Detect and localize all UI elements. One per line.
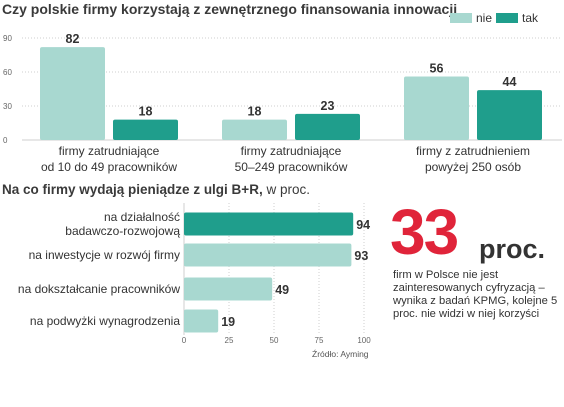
- x-tick-label-1: 25: [225, 336, 234, 345]
- source-note: Źródło: Ayming: [312, 349, 369, 359]
- hbar-value-3: 19: [221, 315, 235, 329]
- category-label-0-1: od 10 do 49 pracowników: [41, 160, 177, 174]
- legend-label-tak: tak: [522, 11, 539, 25]
- hbar-value-2: 49: [275, 283, 289, 297]
- legend-swatch-tak: [496, 13, 518, 23]
- hbar-0: [184, 212, 354, 236]
- hbar-category-label-1-0: na inwestycje w rozwój firmy: [29, 248, 180, 262]
- category-label-1-0: firmy zatrudniające: [241, 144, 342, 158]
- legend-swatch-nie: [450, 13, 472, 23]
- bar-value-tak-2: 44: [503, 75, 517, 89]
- bar-nie-2: [404, 76, 469, 140]
- hbar-value-1: 93: [354, 249, 368, 263]
- x-tick-label-4: 100: [357, 336, 371, 345]
- hbar-category-label-0-1: badawczo-rozwojową: [65, 224, 180, 238]
- hbar-1: [184, 243, 352, 267]
- bar-value-nie-2: 56: [430, 62, 444, 76]
- x-tick-label-3: 75: [315, 336, 324, 345]
- hbar-category-label-0-0: na działalność: [104, 210, 180, 224]
- vertical-bar-chart: 0 30 60 90 82 18 firmy zatrudniające od 10 do 4…: [3, 32, 562, 174]
- y-tick-label-2: 60: [3, 68, 12, 77]
- legend-label-nie: nie: [476, 11, 493, 25]
- category-label-0-0: firmy zatrudniające: [59, 144, 160, 158]
- bar-tak-2: [477, 90, 542, 140]
- hbar-category-label-2-0: na dokształcanie pracowników: [18, 282, 180, 296]
- chart2-title-rest: w proc.: [262, 182, 310, 197]
- bar-value-tak-0: 18: [139, 105, 153, 119]
- hbar-value-0: 94: [356, 218, 370, 232]
- bar-tak-1: [295, 113, 360, 140]
- category-label-1-1: 50–249 pracowników: [235, 160, 348, 174]
- legend-item-nie: nie: [450, 11, 492, 25]
- bar-value-nie-0: 82: [66, 32, 80, 46]
- chart2-title: Na co firmy wydają pieniądze z ulgi B+R,…: [2, 182, 310, 197]
- bar-nie-1: [222, 119, 287, 140]
- highlight-text: firm w Polsce nie jest zainteresowanych …: [393, 269, 558, 320]
- y-tick-label-1: 30: [3, 102, 12, 111]
- chart2-title-bold: Na co firmy wydają pieniądze z ulgi B+R,: [2, 182, 263, 197]
- horizontal-bar-chart: 0 25 50 75 100 94 na działalnośćbadawczo-rozwo…: [18, 203, 371, 345]
- category-label-2-1: powyżej 250 osób: [425, 160, 521, 174]
- bar-nie-0: [40, 47, 105, 140]
- y-tick-label-0: 0: [3, 136, 8, 145]
- category-label-2-0: firmy z zatrudnieniem: [416, 144, 530, 158]
- hbar-category-label-3-0: na podwyżki wynagrodzenia: [30, 314, 180, 328]
- bar-tak-0: [113, 119, 178, 140]
- legend-item-tak: tak: [496, 11, 538, 25]
- x-tick-label-2: 50: [270, 336, 279, 345]
- highlight-number: 33: [390, 196, 459, 268]
- hbar-3: [184, 309, 219, 333]
- highlight-unit: proc.: [479, 234, 546, 264]
- bar-value-tak-1: 23: [321, 99, 335, 113]
- y-tick-label-3: 90: [3, 34, 12, 43]
- bar-value-nie-1: 18: [248, 105, 262, 119]
- x-tick-label-0: 0: [182, 336, 187, 345]
- chart1-title: Czy polskie firmy korzystają z zewnętrzn…: [2, 1, 458, 17]
- hbar-2: [184, 277, 273, 301]
